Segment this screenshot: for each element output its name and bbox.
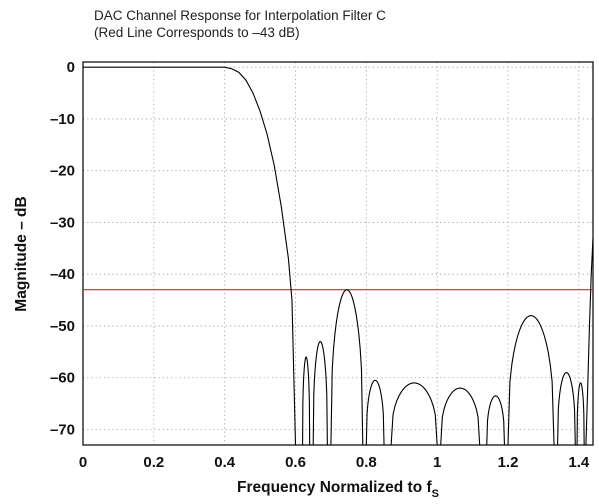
x-tick-label: 0.4 bbox=[214, 454, 236, 471]
y-tick-label: –20 bbox=[50, 163, 75, 180]
tick-labels: 0 0.2 0.4 0.6 0.8 1 1.2 1.4 0 –10 –20 –30 –40 –50 –60 –… bbox=[50, 59, 590, 471]
y-tick-label: –70 bbox=[50, 421, 75, 438]
x-axis-label-main: Frequency Normalized to f bbox=[237, 479, 432, 496]
x-tick-label: 0.2 bbox=[143, 454, 164, 471]
x-tick-label: 0.6 bbox=[285, 454, 306, 471]
x-tick-label: 0 bbox=[79, 454, 87, 471]
y-tick-label: –40 bbox=[50, 266, 75, 283]
y-tick-label: –50 bbox=[50, 318, 75, 335]
x-axis-label: Frequency Normalized to fS bbox=[237, 479, 439, 500]
y-tick-label: –10 bbox=[50, 111, 75, 128]
x-tick-label: 0.8 bbox=[356, 454, 377, 471]
y-tick-label: 0 bbox=[67, 59, 75, 76]
plot-frame bbox=[82, 61, 594, 446]
grid-lines bbox=[83, 62, 593, 445]
y-tick-label: –30 bbox=[50, 214, 75, 231]
x-axis-label-subscript: S bbox=[432, 488, 439, 500]
chart-title-line-2: (Red Line Corresponds to –43 dB) bbox=[94, 25, 300, 40]
x-tick-label: 1.2 bbox=[498, 454, 519, 471]
chart-title-line-1: DAC Channel Response for Interpolation F… bbox=[94, 8, 386, 23]
x-tick-label: 1.4 bbox=[568, 454, 590, 471]
x-tick-label: 1 bbox=[433, 454, 441, 471]
y-axis-label: Magnitude – dB bbox=[13, 196, 30, 311]
y-tick-label: –60 bbox=[50, 370, 75, 387]
response-curve bbox=[83, 66, 594, 446]
